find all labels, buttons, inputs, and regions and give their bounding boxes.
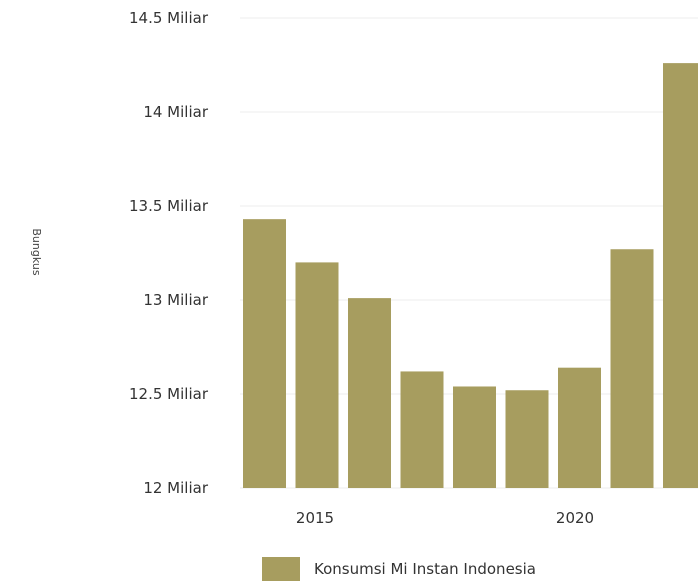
bar-2015	[243, 219, 286, 488]
bar-2022	[610, 249, 654, 488]
y-tick-label: 13.5 Miliar	[129, 197, 209, 215]
bars	[243, 63, 698, 489]
legend: Konsumsi Mi Instan Indonesia	[262, 557, 536, 581]
y-tick-label: 13 Miliar	[143, 291, 208, 309]
y-tick-label: 12.5 Miliar	[129, 385, 209, 403]
legend-swatch	[262, 557, 300, 581]
y-tick-label: 12 Miliar	[143, 479, 208, 497]
bar-2019	[453, 386, 496, 488]
x-tick-label: 2015	[296, 509, 334, 527]
y-axis-title: Bungkus	[30, 228, 43, 275]
x-tick-label: 2020	[556, 509, 594, 527]
x-axis-ticks: 2015 2020	[296, 509, 594, 527]
bar-2021	[558, 367, 601, 488]
bar-2017	[348, 298, 391, 488]
legend-label: Konsumsi Mi Instan Indonesia	[314, 560, 536, 578]
y-axis-ticks: 12 Miliar 12.5 Miliar 13 Miliar 13.5 Miliar…	[129, 9, 209, 497]
bar-2016	[295, 262, 339, 488]
bar-2018	[400, 371, 444, 488]
y-tick-label: 14.5 Miliar	[129, 9, 209, 27]
y-tick-label: 14 Miliar	[143, 103, 208, 121]
bar-2023	[663, 63, 698, 489]
bar-2020	[505, 390, 549, 488]
